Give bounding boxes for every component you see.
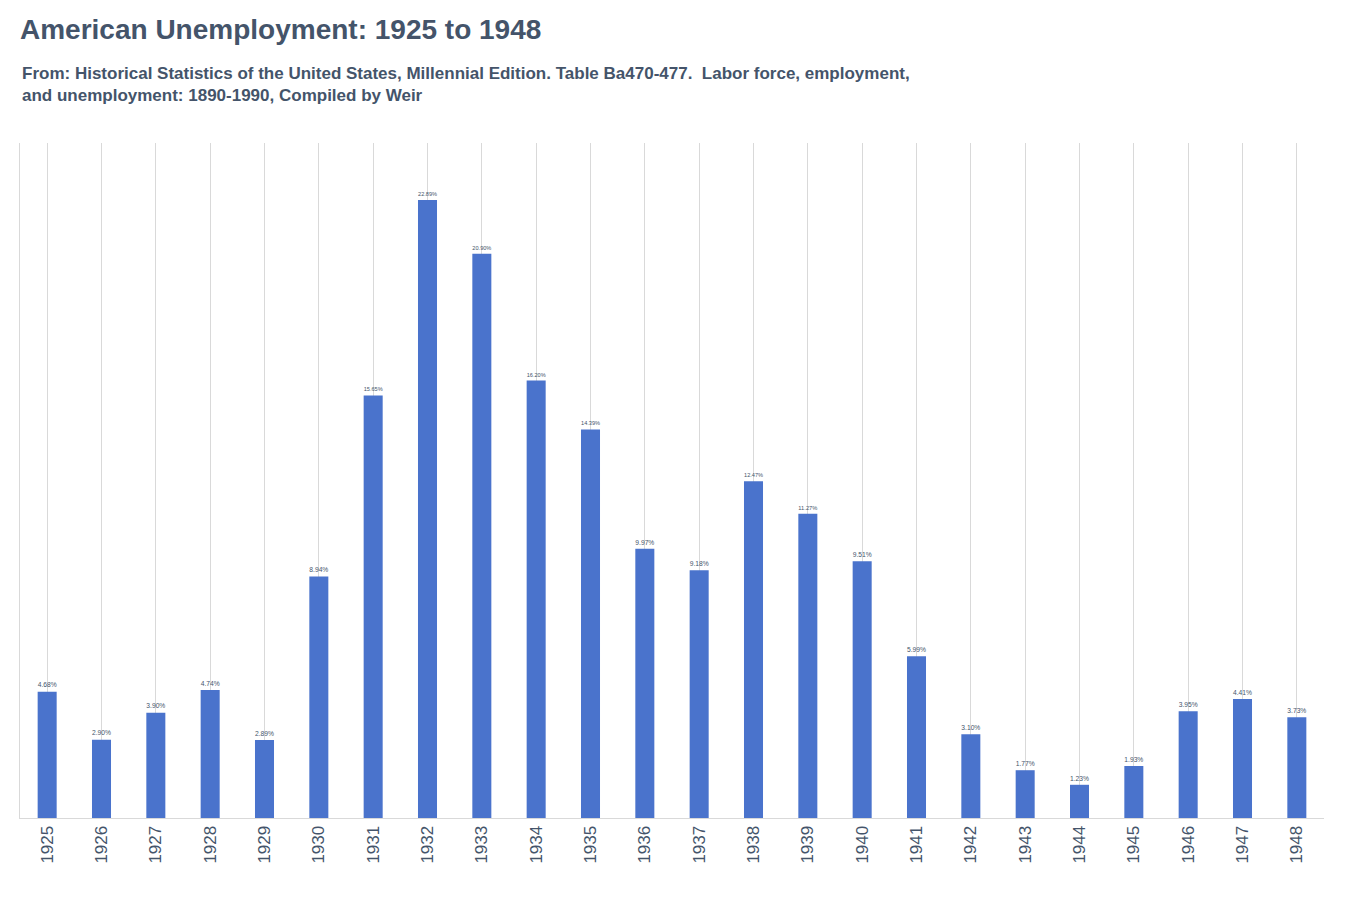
svg-text:16.20%: 16.20%: [527, 372, 546, 378]
svg-text:22.89%: 22.89%: [418, 191, 437, 197]
svg-text:1944: 1944: [1070, 826, 1089, 864]
svg-text:1929: 1929: [255, 826, 274, 864]
svg-text:1934: 1934: [527, 826, 546, 864]
svg-text:American Unemployment: 1925 to: American Unemployment: 1925 to 1948: [20, 14, 541, 45]
svg-text:1930: 1930: [309, 826, 328, 864]
svg-text:2.90%: 2.90%: [92, 729, 111, 736]
svg-text:3.10%: 3.10%: [961, 724, 980, 731]
svg-text:1948: 1948: [1287, 826, 1306, 864]
svg-text:4.41%: 4.41%: [1233, 689, 1252, 696]
svg-text:14.39%: 14.39%: [581, 420, 600, 426]
svg-text:1.93%: 1.93%: [1124, 756, 1143, 763]
svg-text:1939: 1939: [798, 826, 817, 864]
svg-text:1938: 1938: [744, 826, 763, 864]
svg-text:1937: 1937: [690, 826, 709, 864]
svg-text:1943: 1943: [1016, 826, 1035, 864]
svg-text:1935: 1935: [581, 826, 600, 864]
svg-text:4.68%: 4.68%: [38, 681, 57, 688]
svg-text:15.65%: 15.65%: [364, 386, 383, 392]
svg-text:3.95%: 3.95%: [1179, 701, 1198, 708]
svg-text:1932: 1932: [418, 826, 437, 864]
svg-text:1945: 1945: [1124, 826, 1143, 864]
svg-text:8.94%: 8.94%: [309, 566, 328, 573]
svg-text:2.89%: 2.89%: [255, 730, 274, 737]
svg-text:9.97%: 9.97%: [635, 539, 654, 546]
svg-text:1927: 1927: [146, 826, 165, 864]
svg-text:3.90%: 3.90%: [146, 702, 165, 709]
svg-text:1.23%: 1.23%: [1070, 775, 1089, 782]
svg-text:5.99%: 5.99%: [907, 646, 926, 653]
svg-text:1947: 1947: [1233, 826, 1252, 864]
svg-text:1925: 1925: [38, 826, 57, 864]
svg-text:1928: 1928: [201, 826, 220, 864]
svg-text:20.90%: 20.90%: [472, 245, 491, 251]
svg-text:11.27%: 11.27%: [798, 505, 817, 511]
svg-text:1941: 1941: [907, 826, 926, 864]
svg-text:9.18%: 9.18%: [690, 560, 709, 567]
svg-text:1936: 1936: [635, 826, 654, 864]
svg-text:12.47%: 12.47%: [744, 472, 763, 478]
svg-text:1946: 1946: [1179, 826, 1198, 864]
svg-text:1.77%: 1.77%: [1016, 760, 1035, 767]
svg-text:3.73%: 3.73%: [1287, 707, 1306, 714]
svg-text:4.74%: 4.74%: [201, 680, 220, 687]
svg-text:1926: 1926: [92, 826, 111, 864]
svg-text:1933: 1933: [472, 826, 491, 864]
svg-text:1940: 1940: [853, 826, 872, 864]
svg-text:1931: 1931: [364, 826, 383, 864]
svg-text:From: Historical Statistics of: From: Historical Statistics of the Unite…: [22, 64, 910, 105]
svg-text:1942: 1942: [961, 826, 980, 864]
svg-text:9.51%: 9.51%: [853, 551, 872, 558]
